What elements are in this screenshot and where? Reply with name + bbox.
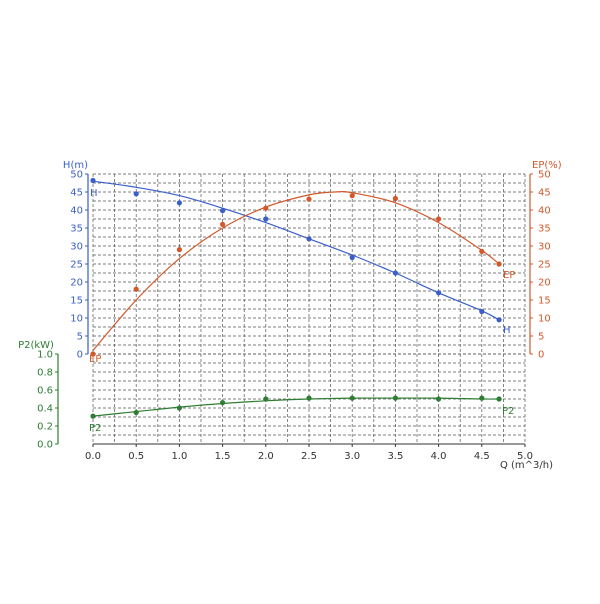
ep-point bbox=[176, 247, 182, 253]
x-tick-label: 1.5 bbox=[215, 451, 231, 462]
ep-tick-label: 45 bbox=[538, 188, 551, 199]
ep-tick-label: 30 bbox=[538, 242, 551, 253]
x-tick-label: 5.0 bbox=[517, 451, 533, 462]
x-tick-label: 1.0 bbox=[171, 451, 187, 462]
p2-tick-label: 1.0 bbox=[37, 350, 53, 361]
p2-point bbox=[479, 395, 485, 401]
ep-tick-label: 40 bbox=[538, 206, 551, 217]
h-point bbox=[392, 270, 398, 276]
p2-point bbox=[496, 396, 502, 402]
h-tick-label: 0 bbox=[77, 350, 83, 361]
p2-point bbox=[90, 413, 96, 419]
p2-tick-label: 0.2 bbox=[37, 422, 53, 433]
x-tick-label: 4.5 bbox=[474, 451, 490, 462]
x-tick-label: 3.5 bbox=[387, 451, 403, 462]
ep-point bbox=[496, 261, 502, 267]
h-point bbox=[479, 308, 485, 315]
h-point bbox=[133, 191, 139, 197]
p2-tick-label: 0.8 bbox=[37, 368, 53, 379]
h-tick-label: 15 bbox=[70, 296, 83, 307]
p2-start-label: P2 bbox=[89, 423, 101, 434]
h-tick-label: 35 bbox=[70, 224, 83, 235]
h-tick-label: 20 bbox=[70, 278, 83, 289]
ep-tick-label: 10 bbox=[538, 314, 551, 325]
ep-point bbox=[349, 193, 355, 199]
x-tick-label: 4.0 bbox=[431, 451, 447, 462]
x-axis-label: Q (m^3/h) bbox=[500, 460, 553, 471]
p2-point bbox=[176, 405, 182, 411]
h-tick-label: 5 bbox=[77, 332, 83, 343]
ep-point bbox=[263, 205, 269, 211]
p2-point bbox=[392, 395, 398, 401]
p2-point bbox=[306, 395, 312, 401]
h-point bbox=[496, 317, 502, 323]
ep-point bbox=[133, 286, 139, 292]
h-point bbox=[436, 290, 442, 296]
ep-point bbox=[479, 248, 485, 254]
h-point bbox=[90, 177, 96, 184]
x-tick-label: 2.0 bbox=[258, 451, 274, 462]
x-tick-label: 0.0 bbox=[85, 451, 101, 462]
ep-point bbox=[220, 221, 226, 227]
ep-tick-label: 50 bbox=[538, 170, 551, 181]
ep-tick-label: 0 bbox=[538, 350, 544, 361]
x-tick-label: 0.5 bbox=[128, 451, 144, 462]
p2-point bbox=[133, 409, 139, 416]
h-point bbox=[349, 254, 355, 261]
p2-tick-label: 0.0 bbox=[37, 440, 53, 451]
ep-start-label: EP bbox=[89, 354, 101, 365]
h-tick-label: 40 bbox=[70, 206, 83, 217]
p2-point bbox=[220, 400, 226, 406]
x-tick-label: 3.0 bbox=[344, 451, 360, 462]
h-tick-label: 25 bbox=[70, 260, 83, 271]
h-tick-label: 45 bbox=[70, 188, 83, 199]
axis-and-series-labels: 0.0 0.5 1.0 1.5 2.0 2.5 3.0 3.5 4.0 4.5 5.0Q (m^3/… bbox=[18, 160, 562, 471]
ep-tick-label: 5 bbox=[538, 332, 544, 343]
h-point bbox=[263, 216, 269, 222]
ep-tick-label: 15 bbox=[538, 296, 551, 307]
grid-lines bbox=[92, 173, 526, 444]
ep-axis-label: EP(%) bbox=[532, 160, 562, 171]
p2-end-label: P2 bbox=[502, 406, 514, 417]
h-axis-label: H(m) bbox=[63, 160, 88, 171]
h-point bbox=[306, 236, 312, 242]
ep-point bbox=[392, 195, 398, 202]
h-tick-label: 50 bbox=[70, 170, 83, 181]
p2-point bbox=[349, 395, 355, 401]
ep-tick-label: 25 bbox=[538, 260, 551, 271]
series-points bbox=[90, 177, 502, 419]
h-start-label: H bbox=[90, 188, 98, 199]
ep-curve bbox=[92, 190, 500, 351]
ep-end-label: EP bbox=[503, 270, 515, 281]
p2-tick-label: 0.6 bbox=[37, 386, 53, 397]
ep-point bbox=[90, 351, 96, 357]
h-end-label: H bbox=[503, 325, 511, 336]
ep-point bbox=[306, 196, 312, 202]
x-tick-label: 2.5 bbox=[301, 451, 317, 462]
p2-axis-label: P2(kW) bbox=[18, 340, 54, 351]
h-point bbox=[220, 208, 226, 214]
h-curve bbox=[92, 180, 500, 321]
ep-point bbox=[436, 216, 442, 222]
h-tick-label: 10 bbox=[70, 314, 83, 325]
axes bbox=[55, 173, 533, 447]
ep-tick-label: 35 bbox=[538, 224, 551, 235]
p2-tick-label: 0.4 bbox=[37, 404, 53, 415]
ep-tick-label: 20 bbox=[538, 278, 551, 289]
p2-point bbox=[263, 396, 269, 402]
p2-point bbox=[436, 396, 442, 402]
h-tick-label: 30 bbox=[70, 242, 83, 253]
h-point bbox=[176, 200, 182, 206]
